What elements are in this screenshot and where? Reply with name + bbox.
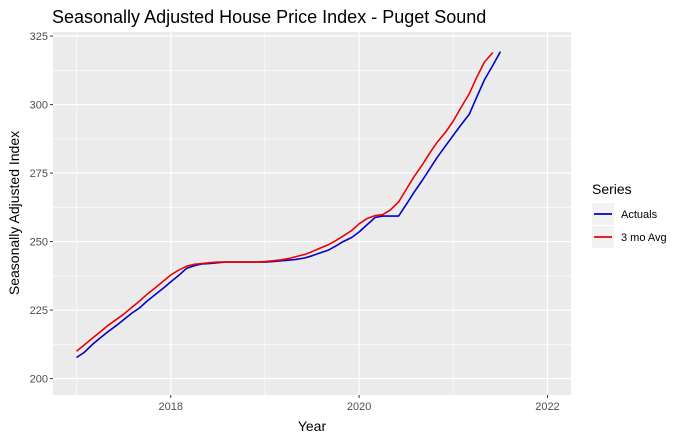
series-lines [75,51,502,359]
x-tick-label: 2018 [158,401,182,413]
y-tick-label: 200 [30,374,48,386]
y-tick-label: 250 [30,237,48,249]
series-line-three-mo-avg [75,51,494,352]
y-axis-title: Seasonally Adjusted Index [6,131,22,295]
x-tick-label: 2022 [535,401,559,413]
x-axis-title: Year [298,418,327,434]
y-tick-label: 300 [30,100,48,112]
minor-gridlines [53,32,571,395]
y-axis: 200 225 250 275 300 325 [30,31,53,386]
chart-title: Seasonally Adjusted House Price Index - … [52,7,486,27]
legend-key [592,226,614,248]
legend-items: Actuals 3 mo Avg [592,203,667,248]
series-line-actuals [76,51,502,359]
x-axis: 2018 2020 2022 [158,395,560,413]
legend: Series Actuals 3 mo Avg [592,181,667,248]
legend-label: 3 mo Avg [621,232,667,244]
y-tick-label: 275 [30,168,48,180]
x-tick-label: 2020 [347,401,371,413]
legend-title: Series [592,181,632,197]
y-tick-label: 325 [30,31,48,43]
major-gridlines [53,32,571,395]
legend-label: Actuals [621,209,658,221]
y-tick-label: 225 [30,305,48,317]
plot-panel [53,32,571,395]
legend-key [592,203,614,225]
